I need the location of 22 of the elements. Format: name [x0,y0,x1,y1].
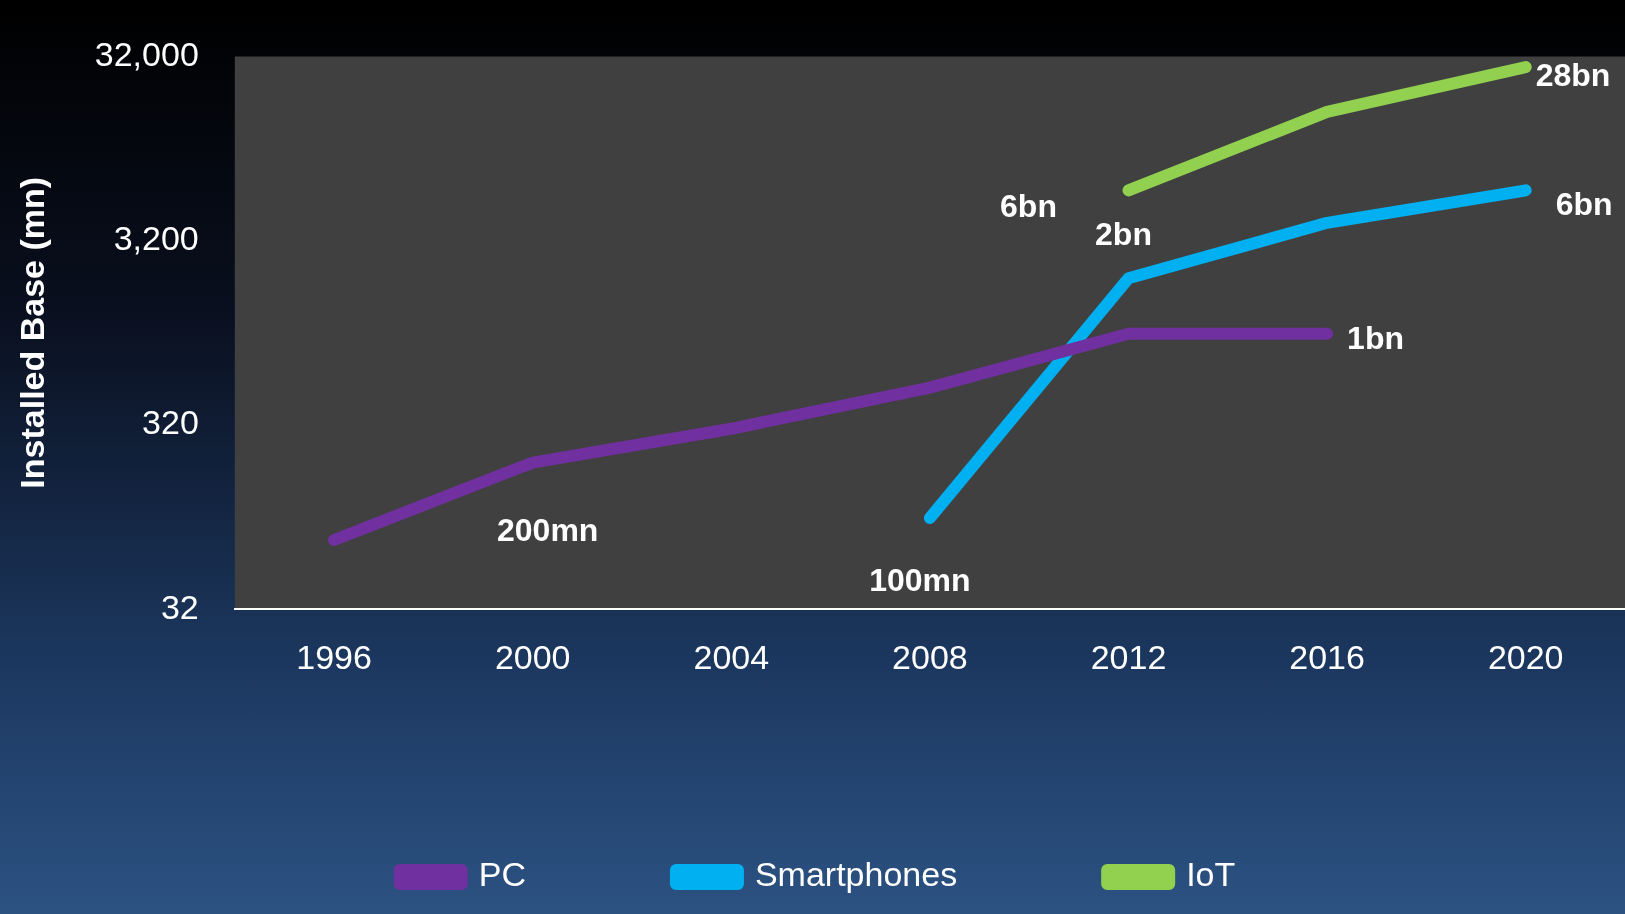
legend-label: IoT [1186,855,1236,894]
y-tick-label: 32,000 [94,34,199,73]
legend-label: Smartphones [754,855,958,894]
y-tick-label: 32 [160,587,199,626]
annotation: 1bn [1347,319,1404,356]
annotation: 200mn [497,512,599,549]
x-tick-label: 2016 [1289,637,1365,676]
x-tick-label: 2012 [1090,637,1167,676]
x-tick-label: 2008 [892,637,968,676]
x-tick-label: 2000 [494,637,571,676]
annotation: 100mn [869,561,971,598]
x-tick-label: 1996 [296,637,372,676]
y-axis-title: Installed Base (mn) [12,176,51,489]
x-tick-label: 2004 [693,637,770,676]
y-tick-label: 320 [142,403,199,442]
annotation: 6bn [1555,186,1613,223]
annotation: 2bn [1095,216,1152,253]
annotation: 28bn [1535,56,1611,93]
legend-label: PC [478,855,526,894]
x-tick-label: 2020 [1487,637,1564,676]
annotation: 6bn [1000,188,1057,225]
y-tick-label: 3,200 [113,219,199,258]
